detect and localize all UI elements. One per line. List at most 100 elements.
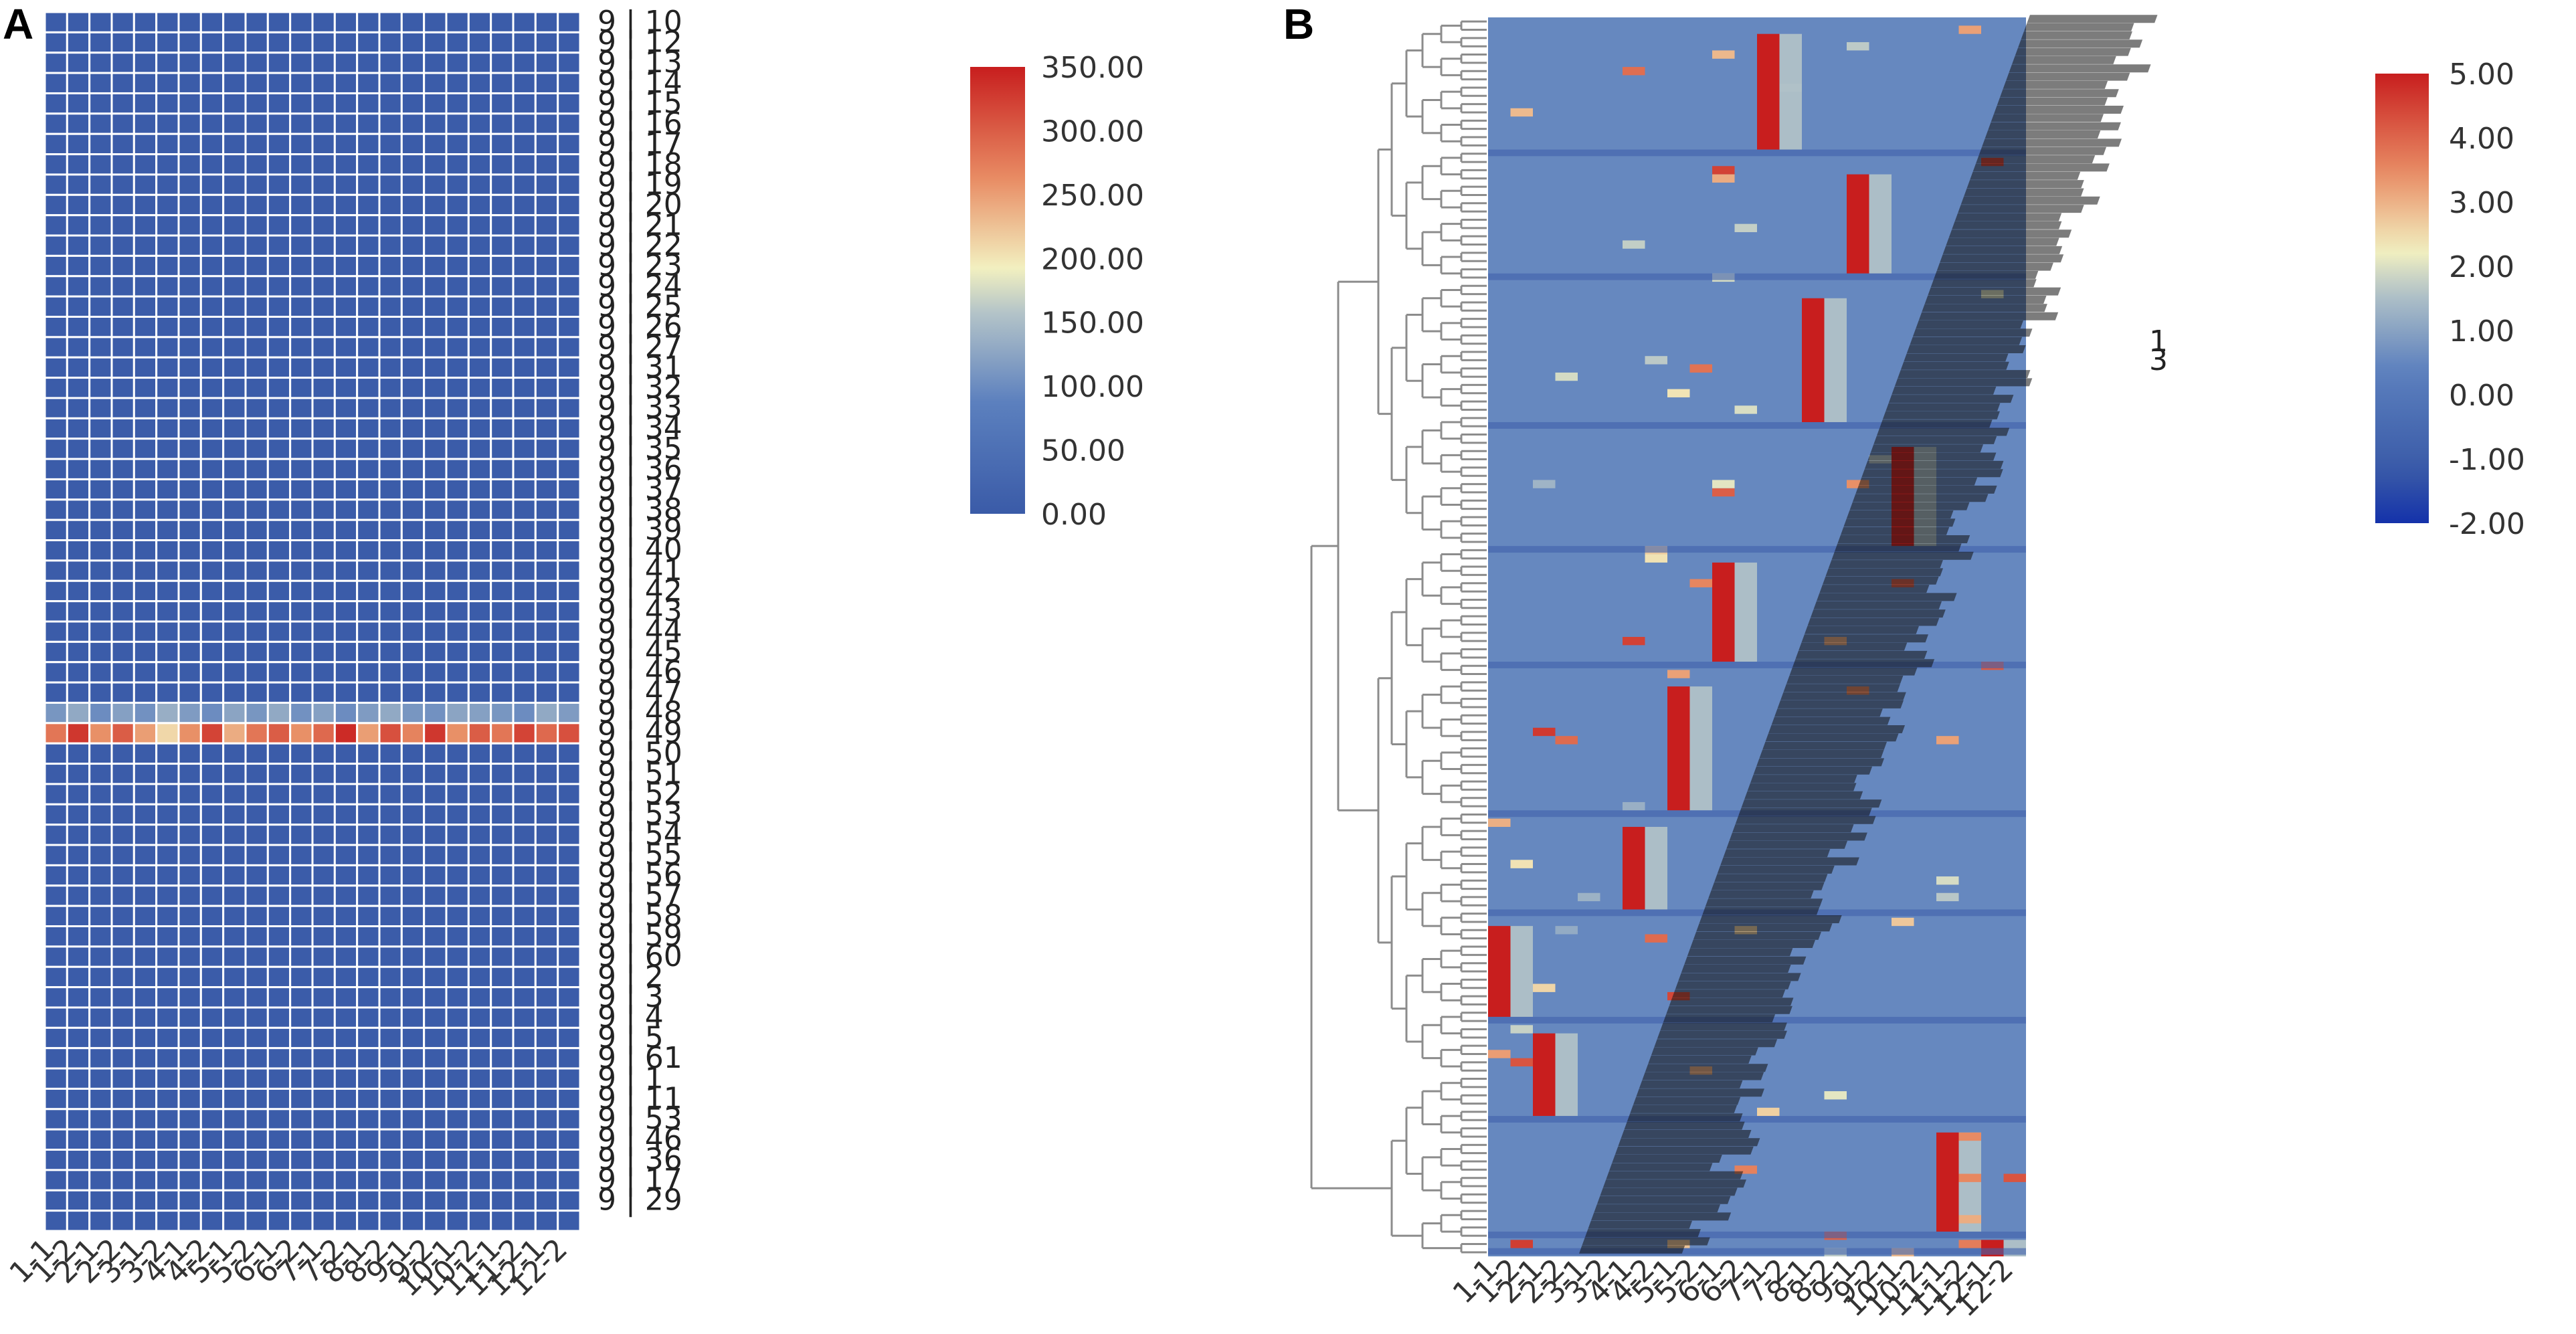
heatmap-cell xyxy=(66,377,91,399)
heatmap-cell xyxy=(199,397,225,419)
heatmap-cell xyxy=(199,1189,225,1212)
heatmap-cell xyxy=(155,316,180,339)
heatmap-cell xyxy=(43,701,68,725)
heatmap-cell xyxy=(88,579,113,603)
heatmap-cell xyxy=(266,824,292,846)
heatmap-cell xyxy=(400,783,426,805)
heatmap-cell xyxy=(445,438,470,460)
heatmap-cell xyxy=(266,884,292,907)
heatmap-cell xyxy=(311,417,336,440)
heatmap-cell xyxy=(423,1067,448,1090)
heatmap-cell xyxy=(356,783,381,805)
heatmap-cell xyxy=(445,397,470,419)
heatmap-cell xyxy=(132,1189,158,1212)
heatmap-cell xyxy=(199,234,225,257)
heatmap-cell xyxy=(356,925,381,948)
heatmap-cell xyxy=(177,316,202,339)
heatmap-cell xyxy=(467,173,492,196)
heatmap-cell xyxy=(66,153,91,176)
heatmap-cell xyxy=(199,844,225,866)
heatmap-cell xyxy=(534,844,559,866)
heatmap-cell xyxy=(66,498,91,521)
heatmap-cell xyxy=(333,884,359,907)
heatmap-cell xyxy=(512,1108,537,1131)
heatmap-cell xyxy=(445,945,470,968)
heatmap-cell xyxy=(490,640,515,664)
heatmap-cell xyxy=(333,640,359,664)
heatmap-cell xyxy=(378,783,403,805)
heatmap-cell xyxy=(311,986,336,1009)
heatmap-cell xyxy=(467,1047,492,1070)
row-label-glyphs xyxy=(1924,296,2047,304)
row-label-glyphs xyxy=(1681,965,1791,973)
row-label: 9 | 54 xyxy=(597,818,682,852)
heatmap-cell xyxy=(333,1149,359,1171)
heatmap-cell xyxy=(557,173,581,196)
heatmap-cell xyxy=(490,925,515,948)
heatmap-cell xyxy=(467,356,492,379)
heatmap-cell xyxy=(66,681,91,704)
heatmap-cell xyxy=(1533,983,1556,992)
heatmap-cell xyxy=(155,783,180,805)
heatmap-cell xyxy=(490,600,515,623)
heatmap-cell xyxy=(356,864,381,887)
row-label: 9 | 2 xyxy=(597,959,664,993)
heatmap-cell xyxy=(132,438,158,460)
heatmap-cell xyxy=(400,701,426,725)
heatmap-cell xyxy=(266,31,292,54)
heatmap-cell xyxy=(333,701,359,725)
heatmap-cell xyxy=(266,356,292,379)
heatmap-cell xyxy=(132,132,158,156)
row-label-glyphs xyxy=(1765,733,1899,742)
heatmap-cell xyxy=(356,844,381,866)
heatmap-cell xyxy=(512,539,537,562)
heatmap-cell xyxy=(378,72,403,94)
heatmap-cell xyxy=(512,173,537,196)
heatmap-cell xyxy=(333,1067,359,1090)
heatmap-cell xyxy=(132,579,158,603)
heatmap-cell xyxy=(378,986,403,1009)
heatmap-cell xyxy=(199,904,225,928)
heatmap-cell xyxy=(311,72,336,94)
heatmap-cell xyxy=(177,803,202,826)
heatmap-cell xyxy=(88,844,113,866)
heatmap-cell xyxy=(356,681,381,704)
heatmap-cell xyxy=(311,316,336,339)
heatmap-cell xyxy=(88,803,113,826)
heatmap-cell xyxy=(356,52,381,74)
heatmap-cell xyxy=(378,1128,403,1151)
heatmap-cell xyxy=(534,438,559,460)
heatmap-cell xyxy=(1712,480,1735,488)
heatmap-cell xyxy=(445,92,470,115)
heatmap-cell xyxy=(557,864,581,887)
row-label: 9 | 13 xyxy=(597,45,682,80)
heatmap-cell xyxy=(445,783,470,805)
row-label-glyphs xyxy=(1633,1097,1741,1105)
row-label-glyphs xyxy=(1780,692,1906,700)
heatmap-cell xyxy=(266,1087,292,1111)
heatmap-cell xyxy=(333,722,359,745)
heatmap-cell xyxy=(155,92,180,115)
heatmap-cell xyxy=(155,925,180,948)
row-label: 9 | 11 xyxy=(597,1082,682,1116)
row-label: 9 | 14 xyxy=(597,66,682,100)
row-label-glyphs xyxy=(1726,840,1848,849)
heatmap-cell xyxy=(199,1149,225,1171)
heatmap-cell xyxy=(43,1006,68,1029)
cluster-hot-cell xyxy=(1847,174,1869,274)
heatmap-cell xyxy=(311,1128,336,1151)
panel-b: B 13 1-11-22-12-23-13-24-14-25-15-26-16-… xyxy=(1283,0,2525,1323)
heatmap-cell xyxy=(534,295,559,318)
heatmap-cell xyxy=(43,92,68,115)
row-label: 9 | 24 xyxy=(597,269,682,303)
heatmap-cell xyxy=(1689,364,1712,373)
heatmap-cell xyxy=(311,783,336,805)
heatmap-cell xyxy=(66,1006,91,1029)
heatmap-cell xyxy=(1555,736,1578,745)
heatmap-cell xyxy=(512,965,537,989)
heatmap-cell xyxy=(88,356,113,379)
heatmap-cell xyxy=(266,620,292,643)
heatmap-cell xyxy=(356,316,381,339)
heatmap-cell xyxy=(244,336,269,359)
heatmap-cell xyxy=(43,1128,68,1151)
